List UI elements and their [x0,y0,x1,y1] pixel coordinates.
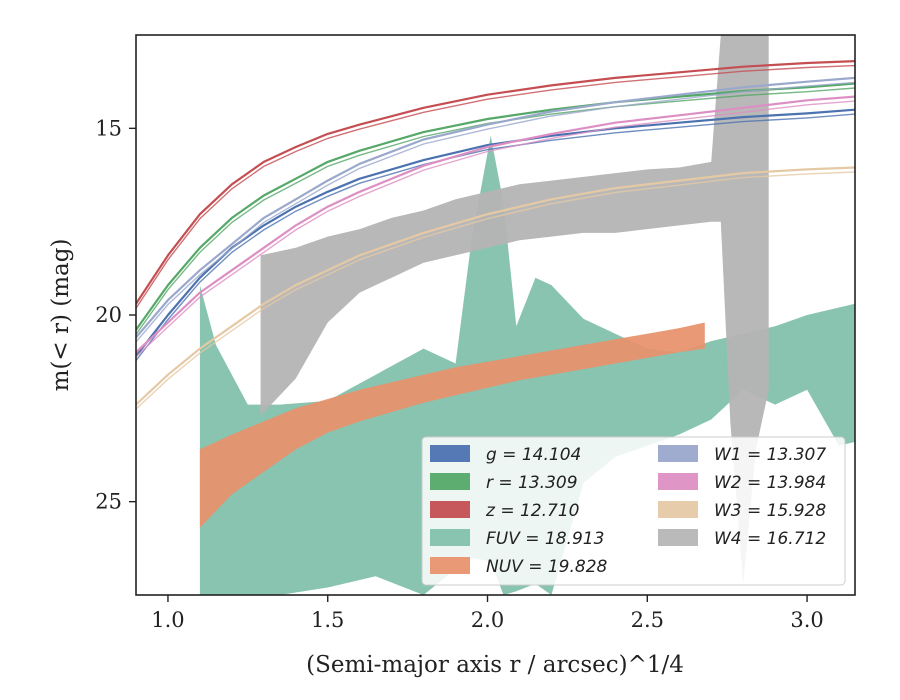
legend: g = 14.104 r = 13.309 z = 12.710 FUV = 18.9… [421,436,846,586]
legend-swatch-0 [430,445,470,462]
x-tick-label: 2.0 [471,608,504,632]
y-tick-label: 15 [95,116,122,140]
legend-swatch-8 [658,529,698,546]
x-axis-label: (Semi-major axis r / arcsec)^1/4 [306,652,684,678]
series-band-8 [260,35,769,584]
x-tick-label: 1.0 [151,608,184,632]
y-tick-label: 20 [95,303,122,327]
legend-swatch-5 [658,445,698,462]
legend-label-7: W3 = 15.928 [714,501,826,521]
series-line-shadow-5 [136,81,855,343]
series-line-5 [136,76,855,339]
series-line-shadow-7 [136,171,855,410]
y-axis-label-text: m(< r) (mag) [48,239,74,392]
x-tick-label: 2.5 [631,608,664,632]
legend-label-1: r = 13.309 [486,473,578,493]
lines-layer [136,60,855,410]
legend-swatch-7 [658,501,698,518]
x-tick-label: 1.5 [311,608,344,632]
x-axis-ticks: 1.0 1.5 2.0 2.5 3.0 [151,595,824,632]
series-line-shadow-1 [136,87,855,335]
series-line-7 [136,166,855,406]
legend-label-4: NUV = 19.828 [486,557,608,577]
legend-box [421,436,846,586]
legend-label-8: W4 = 16.712 [714,529,826,549]
x-axis-label-text: (Semi-major axis r / arcsec)^1/4 [306,652,684,678]
legend-swatch-1 [430,473,470,490]
x-tick-label: 3.0 [790,608,823,632]
y-tick-label: 25 [95,490,122,514]
legend-label-2: z = 12.710 [485,501,579,521]
y-axis-ticks: 15 20 25 [95,116,136,514]
series-line-shadow-0 [136,113,855,361]
series-line-1 [136,82,855,331]
legend-swatch-2 [430,501,470,518]
series-band-4 [199,322,705,528]
series-line-0 [136,108,855,357]
series-line-2 [136,60,855,305]
legend-label-0: g = 14.104 [486,445,581,465]
series-line-6 [136,95,855,354]
y-axis-label: m(< r) (mag) [48,239,74,392]
legend-label-5: W1 = 13.307 [714,445,826,465]
series-line-shadow-6 [136,100,855,358]
legend-swatch-6 [658,473,698,490]
legend-swatch-4 [430,557,470,574]
series-line-shadow-2 [136,64,855,309]
legend-swatch-3 [430,529,470,546]
legend-label-3: FUV = 18.913 [486,529,604,549]
bands-layer [199,35,855,595]
legend-label-6: W2 = 13.984 [714,473,826,493]
